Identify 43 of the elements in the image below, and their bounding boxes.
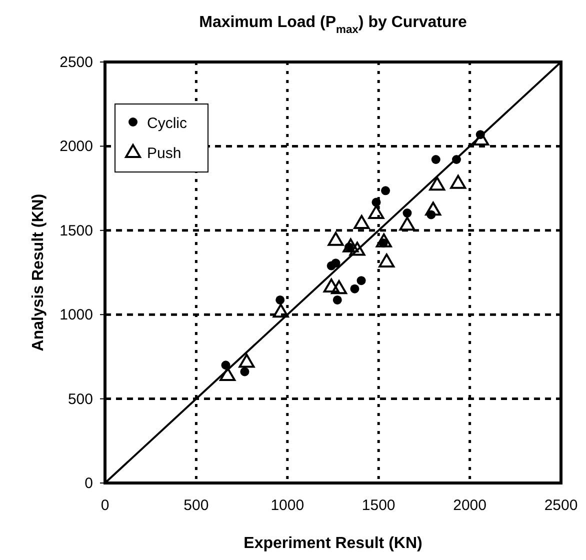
point: [399, 216, 416, 231]
point: [276, 295, 285, 304]
y-tick-label: 2000: [60, 138, 93, 156]
point: [425, 202, 442, 216]
point: [376, 233, 392, 248]
y-tick-label: 1500: [60, 222, 93, 240]
point: [372, 198, 381, 207]
point: [332, 295, 342, 304]
point: [349, 242, 366, 256]
y-axis-title: Analysis Result (KN): [30, 194, 47, 352]
point: [323, 278, 340, 292]
y-tick-label: 500: [68, 390, 93, 408]
x-axis-title: Experiment Result (KN): [244, 535, 422, 552]
x-tick-label: 2000: [453, 497, 486, 514]
point: [378, 254, 395, 268]
legend-label: Cyclic: [147, 115, 188, 132]
legend-label: Push: [147, 145, 182, 162]
point: [238, 354, 255, 368]
point: [350, 284, 360, 294]
point: [272, 304, 289, 318]
y-tick-label: 0: [84, 475, 93, 492]
point: [429, 176, 446, 191]
x-tick-label: 500: [184, 497, 209, 514]
point: [331, 258, 340, 268]
point: [381, 186, 390, 196]
point: [220, 367, 236, 382]
point: [342, 238, 359, 252]
point: [431, 155, 440, 164]
y-tick-label: 2500: [60, 54, 93, 71]
x-tick-label: 2500: [544, 497, 578, 514]
point: [240, 367, 250, 376]
x-tick-label: 1500: [362, 497, 396, 514]
point: [331, 280, 348, 294]
y-tick-label: 1000: [60, 306, 93, 324]
point: [356, 276, 366, 286]
x-tick-label: 1000: [270, 497, 304, 514]
point: [354, 214, 370, 229]
point: [450, 174, 466, 189]
x-tick-label: 0: [100, 497, 110, 514]
point: [328, 232, 344, 246]
point: [368, 205, 384, 220]
chart-title: Maximum Load (P$_{max}$) by Curvature: [199, 14, 467, 36]
point: [402, 208, 412, 218]
